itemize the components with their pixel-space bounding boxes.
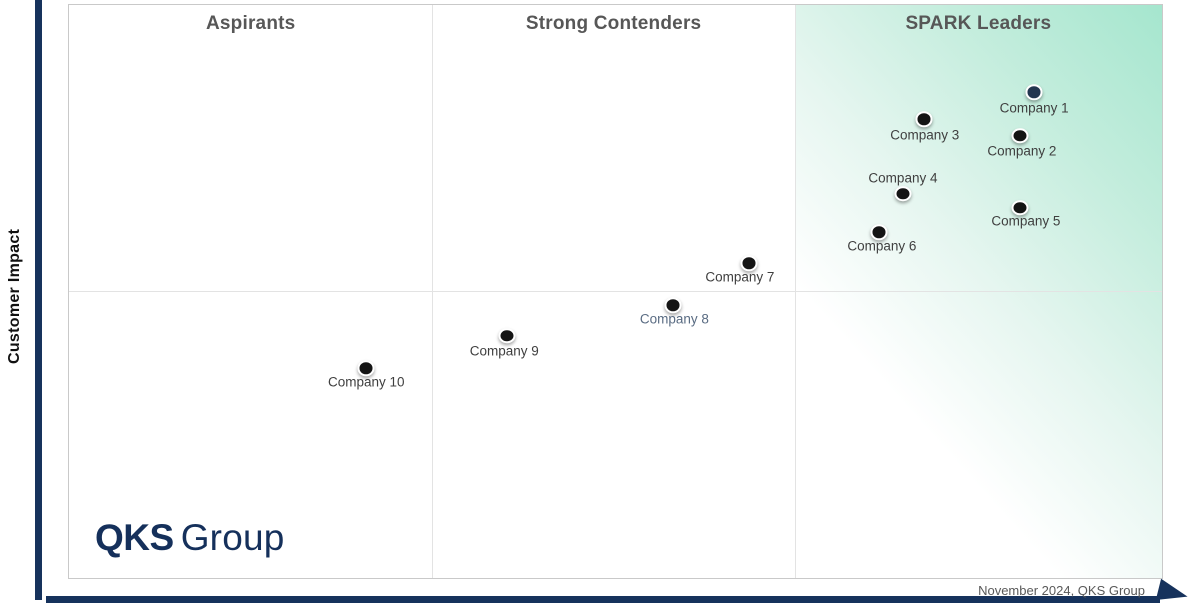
qks-group-logo: QKS Group — [95, 517, 285, 559]
quadrant-header-spark-leaders: SPARK Leaders — [905, 13, 1052, 34]
data-point-label: Company 3 — [890, 127, 960, 143]
data-point-dot — [1011, 200, 1029, 216]
data-point-label: Company 8 — [639, 311, 709, 327]
y-axis-bar — [35, 0, 42, 600]
data-point-label: Company 6 — [847, 238, 917, 254]
quadrant-header-strong-contenders: Strong Contenders — [525, 13, 702, 34]
chart-area: Aspirants Strong Contenders SPARK Leader… — [68, 4, 1163, 579]
logo-text-bold: QKS — [95, 517, 174, 558]
data-point-dot — [1025, 84, 1043, 100]
data-point-label: Company 5 — [991, 213, 1061, 229]
data-point-label: Company 7 — [705, 269, 775, 285]
data-point-label: Company 2 — [987, 143, 1057, 159]
logo-text-light: Group — [180, 517, 285, 558]
x-axis-arrow-icon — [1155, 578, 1191, 607]
data-point-dot — [1011, 127, 1029, 144]
data-point-label: Company 1 — [999, 100, 1069, 116]
data-point-label: Company 4 — [868, 170, 938, 186]
data-point-dot — [894, 185, 912, 202]
y-axis-label: Customer Impact — [6, 228, 23, 364]
data-point-dot — [664, 297, 682, 313]
data-point-dot — [915, 111, 933, 127]
data-point-dot — [870, 224, 888, 241]
data-point-dot — [357, 360, 375, 377]
data-point-label: Company 9 — [469, 343, 539, 359]
footer-note: November 2024, QKS Group — [978, 583, 1145, 598]
data-point-dot — [498, 327, 516, 344]
data-point-dot — [740, 255, 758, 272]
horizontal-gridline — [69, 290, 1162, 292]
data-point-label: Company 10 — [328, 374, 405, 390]
quadrant-headers: Aspirants Strong Contenders SPARK Leader… — [69, 5, 1162, 35]
quadrant-header-aspirants: Aspirants — [205, 13, 296, 34]
